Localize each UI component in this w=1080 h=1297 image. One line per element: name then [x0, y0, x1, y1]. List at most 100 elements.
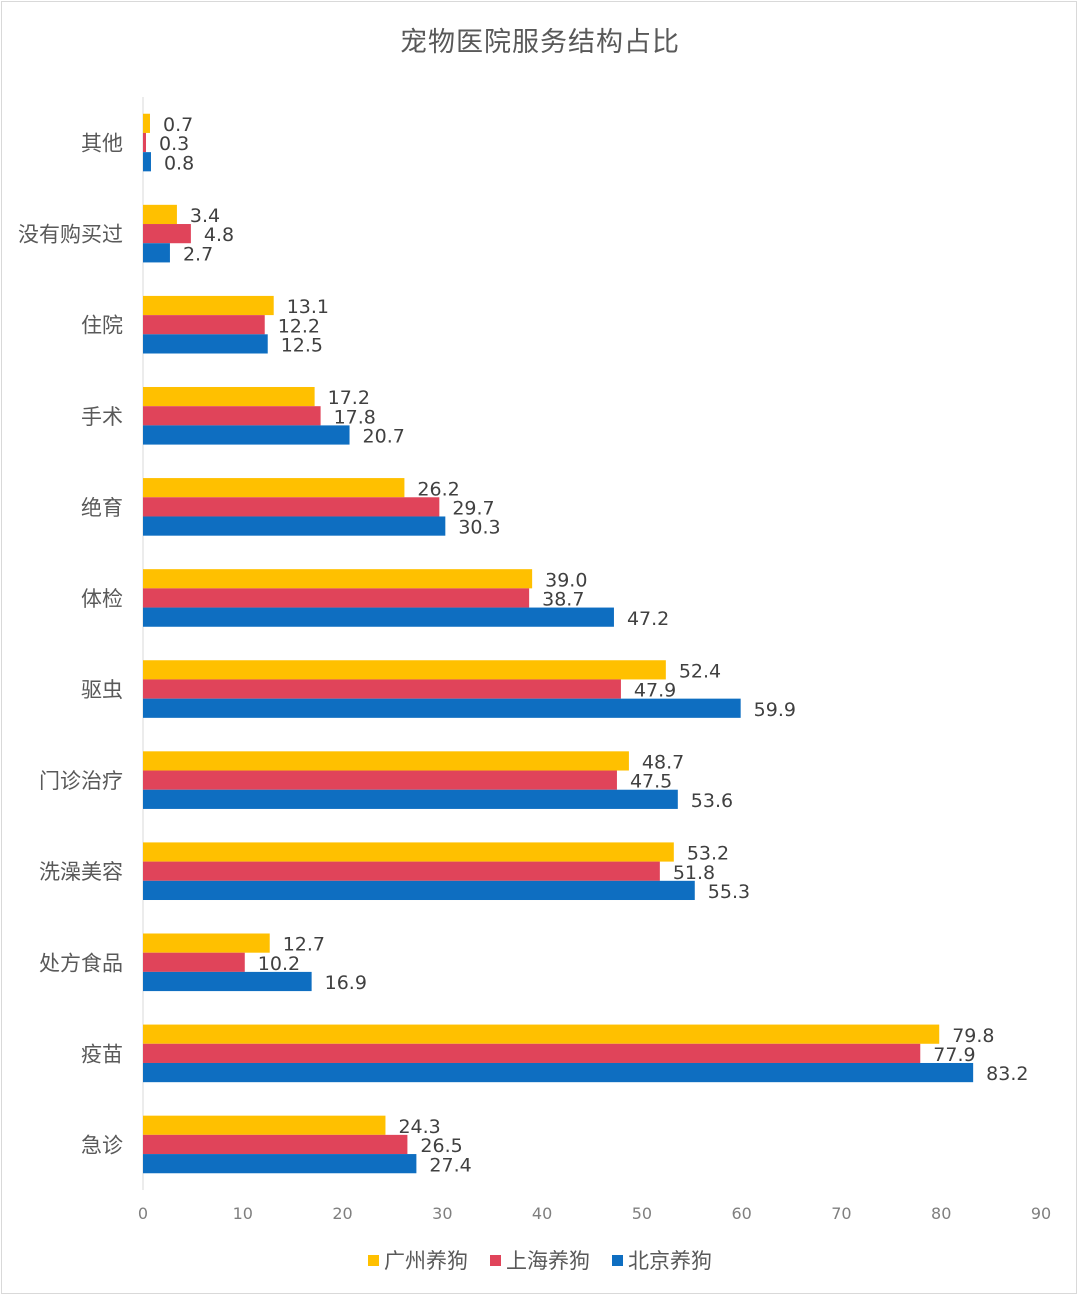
bar: [143, 113, 150, 133]
bar: [143, 789, 678, 809]
category-label: 体检: [81, 587, 123, 611]
data-label: 48.7: [642, 752, 684, 774]
data-label: 24.3: [398, 1116, 440, 1138]
bar: [143, 243, 170, 263]
data-label: 59.9: [754, 699, 796, 721]
category-label: 疫苗: [81, 1042, 123, 1066]
bar: [143, 425, 350, 445]
data-label: 79.8: [952, 1025, 994, 1047]
bar: [143, 842, 674, 862]
data-label: 47.5: [630, 771, 672, 793]
chart-legend: 广州养狗 上海养狗 北京养狗: [0, 1245, 1080, 1275]
bar: [143, 861, 660, 881]
data-label: 0.7: [163, 114, 193, 136]
bar: [143, 1062, 974, 1083]
data-label: 53.2: [687, 843, 729, 865]
data-label: 0.8: [164, 152, 194, 174]
data-label: 12.2: [278, 315, 320, 337]
bar: [143, 679, 621, 699]
bar: [143, 952, 245, 972]
data-label: 55.3: [708, 881, 750, 903]
category-label: 急诊: [81, 1133, 123, 1157]
category-label: 手术: [81, 405, 123, 429]
data-label: 38.7: [542, 589, 584, 611]
bar: [143, 132, 146, 153]
bar: [143, 933, 270, 953]
data-label: 39.0: [545, 569, 587, 591]
data-label: 12.7: [283, 934, 325, 956]
bar: [143, 516, 446, 536]
data-label: 53.6: [691, 790, 733, 812]
bar: [143, 152, 151, 172]
category-label: 驱虫: [81, 678, 123, 702]
x-tick-label: 0: [138, 1204, 148, 1223]
category-label: 门诊治疗: [39, 769, 123, 793]
category-label: 没有购买过: [18, 223, 123, 247]
data-label: 16.9: [325, 972, 367, 994]
data-label: 26.5: [420, 1135, 462, 1157]
data-label: 77.9: [933, 1044, 975, 1066]
x-tick-label: 60: [731, 1204, 751, 1223]
data-label: 47.2: [627, 608, 669, 630]
data-label: 83.2: [986, 1063, 1028, 1085]
bar: [143, 588, 530, 608]
x-tick-label: 90: [1031, 1204, 1051, 1223]
data-label: 17.8: [334, 406, 376, 428]
bar: [143, 880, 695, 901]
legend-item: 广州养狗: [368, 1245, 468, 1275]
data-label: 51.8: [673, 862, 715, 884]
bar: [143, 315, 265, 335]
x-tick-label: 10: [233, 1204, 253, 1223]
bar: [143, 660, 666, 680]
bar: [143, 607, 614, 627]
legend-swatch: [612, 1254, 623, 1266]
data-label: 52.4: [679, 660, 721, 682]
data-label: 2.7: [183, 243, 213, 265]
bar: [143, 406, 321, 426]
bar: [143, 478, 405, 498]
category-label: 绝育: [81, 496, 123, 520]
data-label: 26.2: [417, 478, 459, 500]
data-label: 10.2: [258, 953, 300, 975]
data-label: 12.5: [281, 335, 323, 357]
legend-item: 北京养狗: [612, 1245, 712, 1275]
legend-label: 北京养狗: [628, 1249, 712, 1273]
data-label: 0.3: [159, 133, 189, 155]
bar: [143, 1154, 417, 1174]
category-label: 洗澡美容: [39, 860, 123, 884]
legend-label: 广州养狗: [384, 1249, 468, 1273]
legend-swatch: [490, 1254, 501, 1266]
bar: [143, 204, 177, 225]
data-label: 3.4: [190, 205, 220, 227]
bar: [143, 770, 617, 790]
bar: [143, 386, 315, 407]
bar: [143, 971, 312, 992]
chart-title: 宠物医院服务结构占比: [400, 27, 680, 58]
category-label: 处方食品: [39, 951, 123, 975]
data-label: 30.3: [458, 517, 500, 539]
bar: [143, 1115, 386, 1135]
data-label: 13.1: [287, 296, 329, 318]
bar: [143, 1024, 940, 1044]
bar: [143, 224, 191, 244]
category-label: 住院: [81, 314, 123, 338]
x-tick-label: 40: [532, 1204, 552, 1223]
bar: [143, 497, 440, 517]
bar: [143, 698, 741, 718]
legend-swatch: [368, 1254, 379, 1266]
bar: [143, 569, 533, 589]
bar: [143, 1134, 408, 1155]
bar: [143, 334, 268, 354]
data-label: 47.9: [634, 680, 676, 702]
x-tick-label: 30: [432, 1204, 452, 1223]
x-tick-label: 20: [332, 1204, 352, 1223]
x-tick-label: 70: [831, 1204, 851, 1223]
data-label: 20.7: [363, 426, 405, 448]
data-label: 17.2: [328, 387, 370, 409]
data-label: 27.4: [429, 1154, 471, 1176]
x-tick-label: 80: [931, 1204, 951, 1223]
bar: [143, 751, 629, 771]
bar: [143, 1043, 921, 1063]
